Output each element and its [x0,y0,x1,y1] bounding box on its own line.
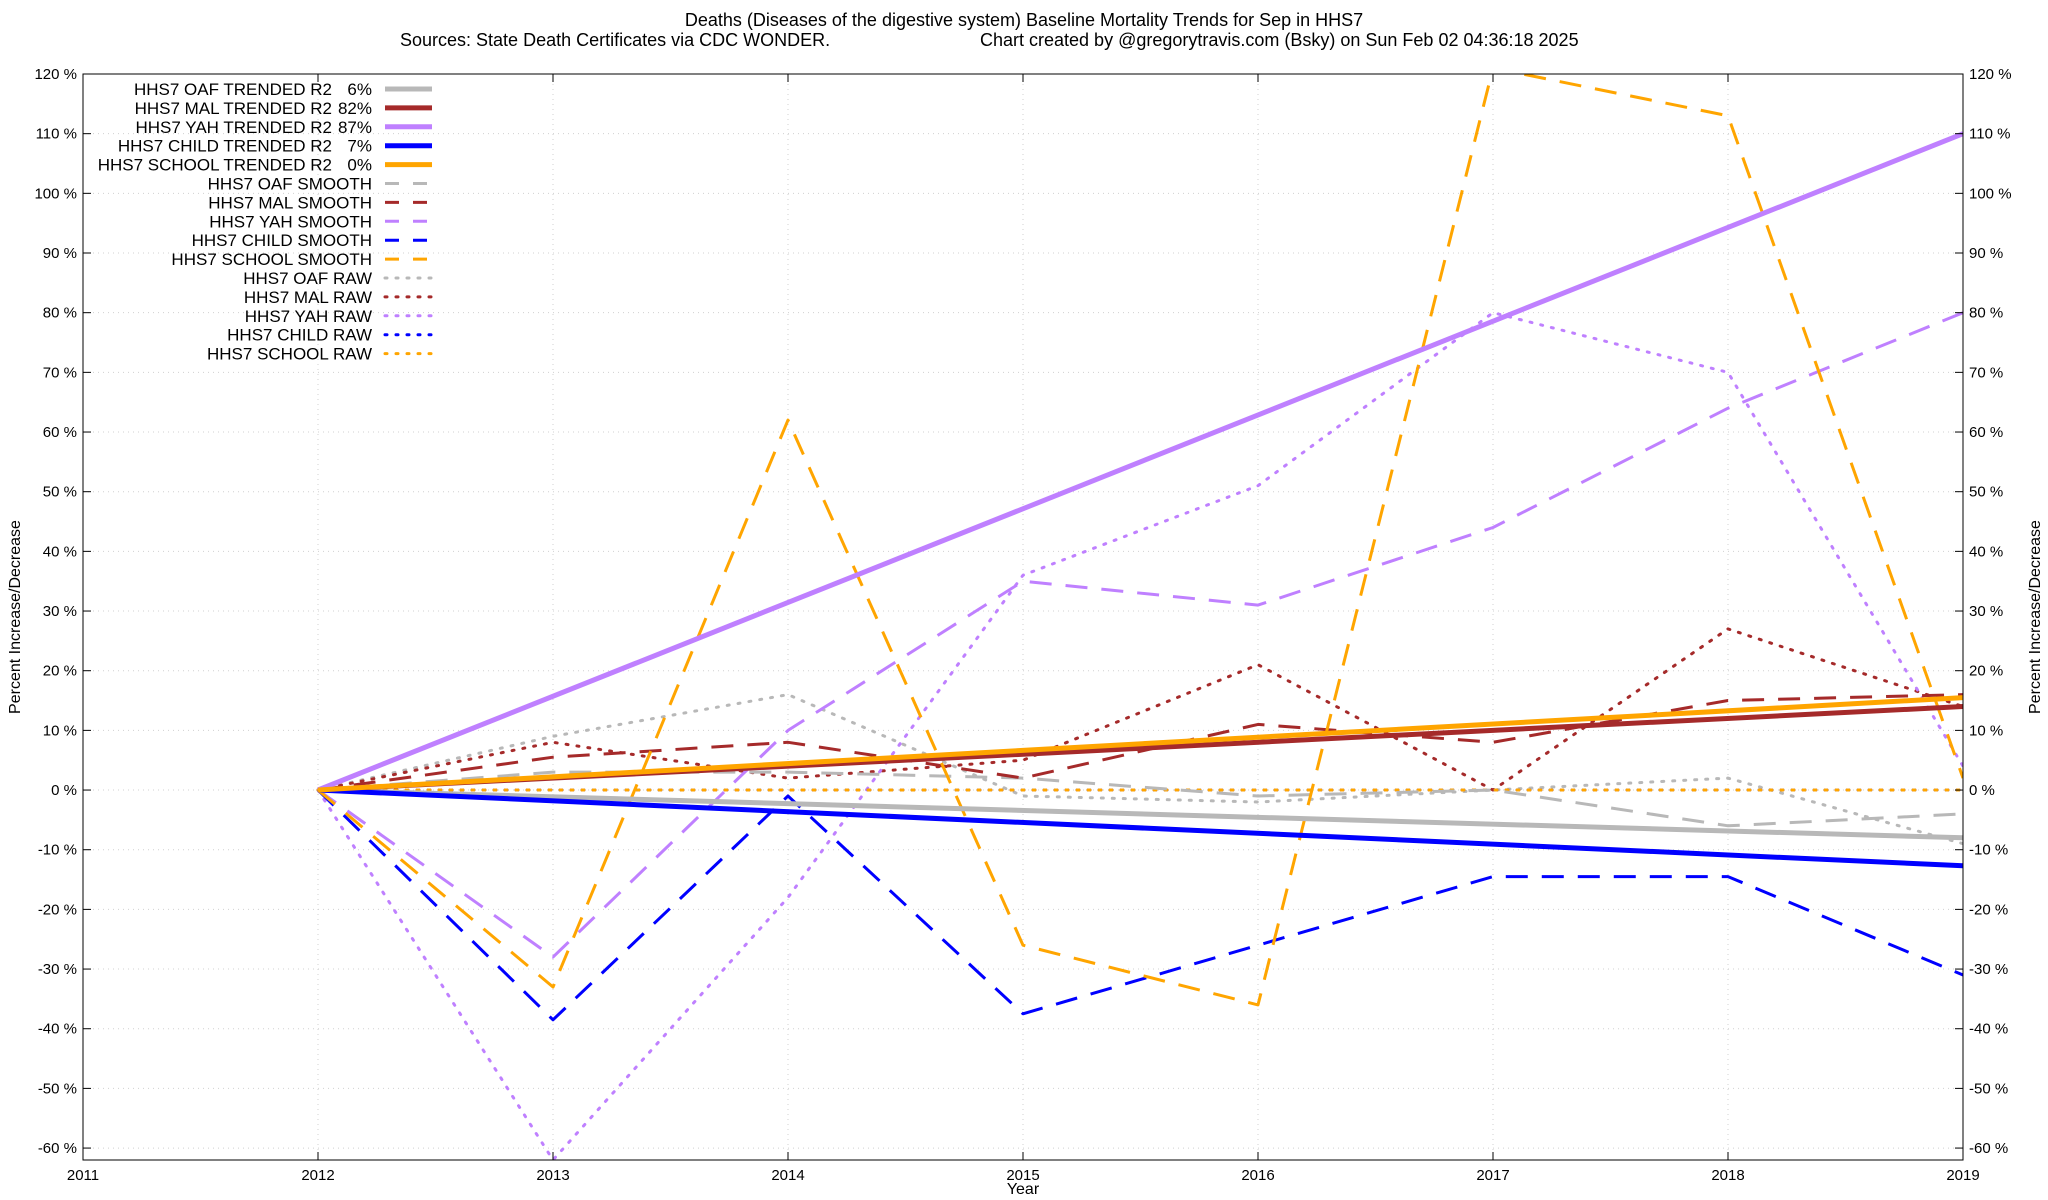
legend-entry-label: HHS7 SCHOOL SMOOTH [171,250,372,269]
chart-title: Deaths (Diseases of the digestive system… [685,10,1363,30]
y-tick-label-left: 120 % [34,66,77,83]
y-axis-label-right: Percent Increase/Decrease [2027,520,2044,714]
y-tick-label-right: 90 % [1969,245,2003,262]
y-tick-label-left: 30 % [43,603,77,620]
y-tick-label-right: 60 % [1969,424,2003,441]
legend-entry-label: HHS7 YAH SMOOTH [209,212,372,231]
y-tick-label-right: 30 % [1969,603,2003,620]
y-tick-label-right: 10 % [1969,722,2003,739]
x-tick-label: 2015 [1006,1167,1039,1184]
x-tick-label: 2012 [301,1167,334,1184]
y-tick-label-right: 50 % [1969,484,2003,501]
y-tick-label-left: -30 % [38,961,77,978]
x-tick-label: 2018 [1711,1167,1744,1184]
y-tick-label-left: 70 % [43,364,77,381]
y-tick-label-left: -60 % [38,1140,77,1157]
x-axis-label: Year [1007,1181,1040,1198]
x-tick-label: 2011 [67,1167,99,1184]
y-tick-label-right: 0 % [1969,782,1995,799]
series-line-hhs7-yah-smooth [317,311,1963,959]
legend-entry-label: HHS7 SCHOOL TRENDED R2 [98,156,332,175]
series-line-hhs7-oaf-trended-r2 [317,787,1963,841]
series-line-hhs7-child-smooth [316,788,1963,1022]
y-tick-label-right: 110 % [1969,126,2010,143]
y-tick-label-right: 100 % [1969,185,2012,202]
chart-subtitle-left: Sources: State Death Certificates via CD… [400,30,830,50]
legend-entry-label: HHS7 OAF RAW [243,269,372,288]
series-line-hhs7-school-smooth [317,74,1963,1007]
legend-entry-r2: 6% [347,80,372,99]
legend-entry-label: HHS7 MAL RAW [244,288,372,307]
y-tick-label-left: 110 % [36,126,77,143]
y-tick-label-right: -40 % [1969,1021,2008,1038]
series-line-hhs7-yah-raw [316,311,1963,1160]
y-tick-label-left: -10 % [38,842,77,859]
y-tick-label-right: 40 % [1969,543,2003,560]
ticks: -60 % -60 % -50 % -50 % -40 % -40 % -30 % -30 %… [34,66,2011,1184]
x-tick-label: 2013 [536,1167,569,1184]
legend-entry-r2: 82% [338,99,372,118]
x-tick-label: 2017 [1476,1167,1509,1184]
x-tick-label: 2019 [1946,1167,1979,1184]
y-tick-label-right: 70 % [1969,364,2003,381]
series-line-hhs7-yah-trended-r2 [317,131,1963,793]
series-layer [316,74,1963,1160]
series-line-hhs7-child-trended-r2 [317,787,1963,869]
y-tick-label-left: 80 % [43,305,77,322]
y-tick-label-right: -50 % [1969,1080,2008,1097]
series-line-hhs7-school-trended-r2 [317,695,1963,793]
y-tick-label-right: -30 % [1969,961,2008,978]
y-tick-label-right: -10 % [1969,842,2008,859]
y-tick-label-left: 20 % [43,663,77,680]
y-tick-label-left: 90 % [43,245,77,262]
y-tick-label-left: 0 % [51,782,77,799]
legend-entry-label: HHS7 SCHOOL RAW [207,345,372,364]
y-tick-label-left: -40 % [38,1021,77,1038]
x-tick-label: 2016 [1241,1167,1274,1184]
y-tick-label-right: -60 % [1969,1140,2008,1157]
y-tick-label-left: -50 % [38,1080,77,1097]
legend-entry-label: HHS7 OAF TRENDED R2 [134,80,332,99]
series-line-hhs7-mal-smooth [317,693,1963,792]
y-tick-label-left: 50 % [43,484,77,501]
legend: HHS7 OAF TRENDED R2 6% HHS7 MAL TRENDED R2… [98,80,434,364]
legend-entry-r2: 7% [347,137,372,156]
y-tick-label-left: 10 % [43,722,77,739]
y-tick-label-right: 80 % [1969,305,2003,322]
y-tick-label-right: 20 % [1969,663,2003,680]
legend-entry-label: HHS7 CHILD RAW [227,326,372,345]
y-tick-label-left: 40 % [43,543,77,560]
legend-entry-label: HHS7 MAL SMOOTH [208,193,372,212]
chart-subtitle-right: Chart created by @gregorytravis.com (Bsk… [980,30,1579,50]
y-axis-label-left: Percent Increase/Decrease [7,520,24,714]
legend-entry-label: HHS7 YAH RAW [245,307,372,326]
y-tick-label-left: 100 % [34,185,77,202]
x-tick-label: 2014 [771,1167,804,1184]
legend-entry-label: HHS7 MAL TRENDED R2 [135,99,332,118]
legend-entry-label: HHS7 OAF SMOOTH [208,175,372,194]
series-line-hhs7-oaf-smooth [317,770,1963,828]
y-tick-label-right: -20 % [1969,901,2008,918]
legend-entry-r2: 0% [347,156,372,175]
legend-entry-r2: 87% [338,118,372,137]
y-tick-label-left: 60 % [43,424,77,441]
legend-entry-label: HHS7 CHILD SMOOTH [192,231,372,250]
legend-entry-label: HHS7 YAH TRENDED R2 [136,118,333,137]
legend-entry-label: HHS7 CHILD TRENDED R2 [118,137,332,156]
y-tick-label-right: 120 % [1969,66,2012,83]
y-tick-label-left: -20 % [38,901,77,918]
